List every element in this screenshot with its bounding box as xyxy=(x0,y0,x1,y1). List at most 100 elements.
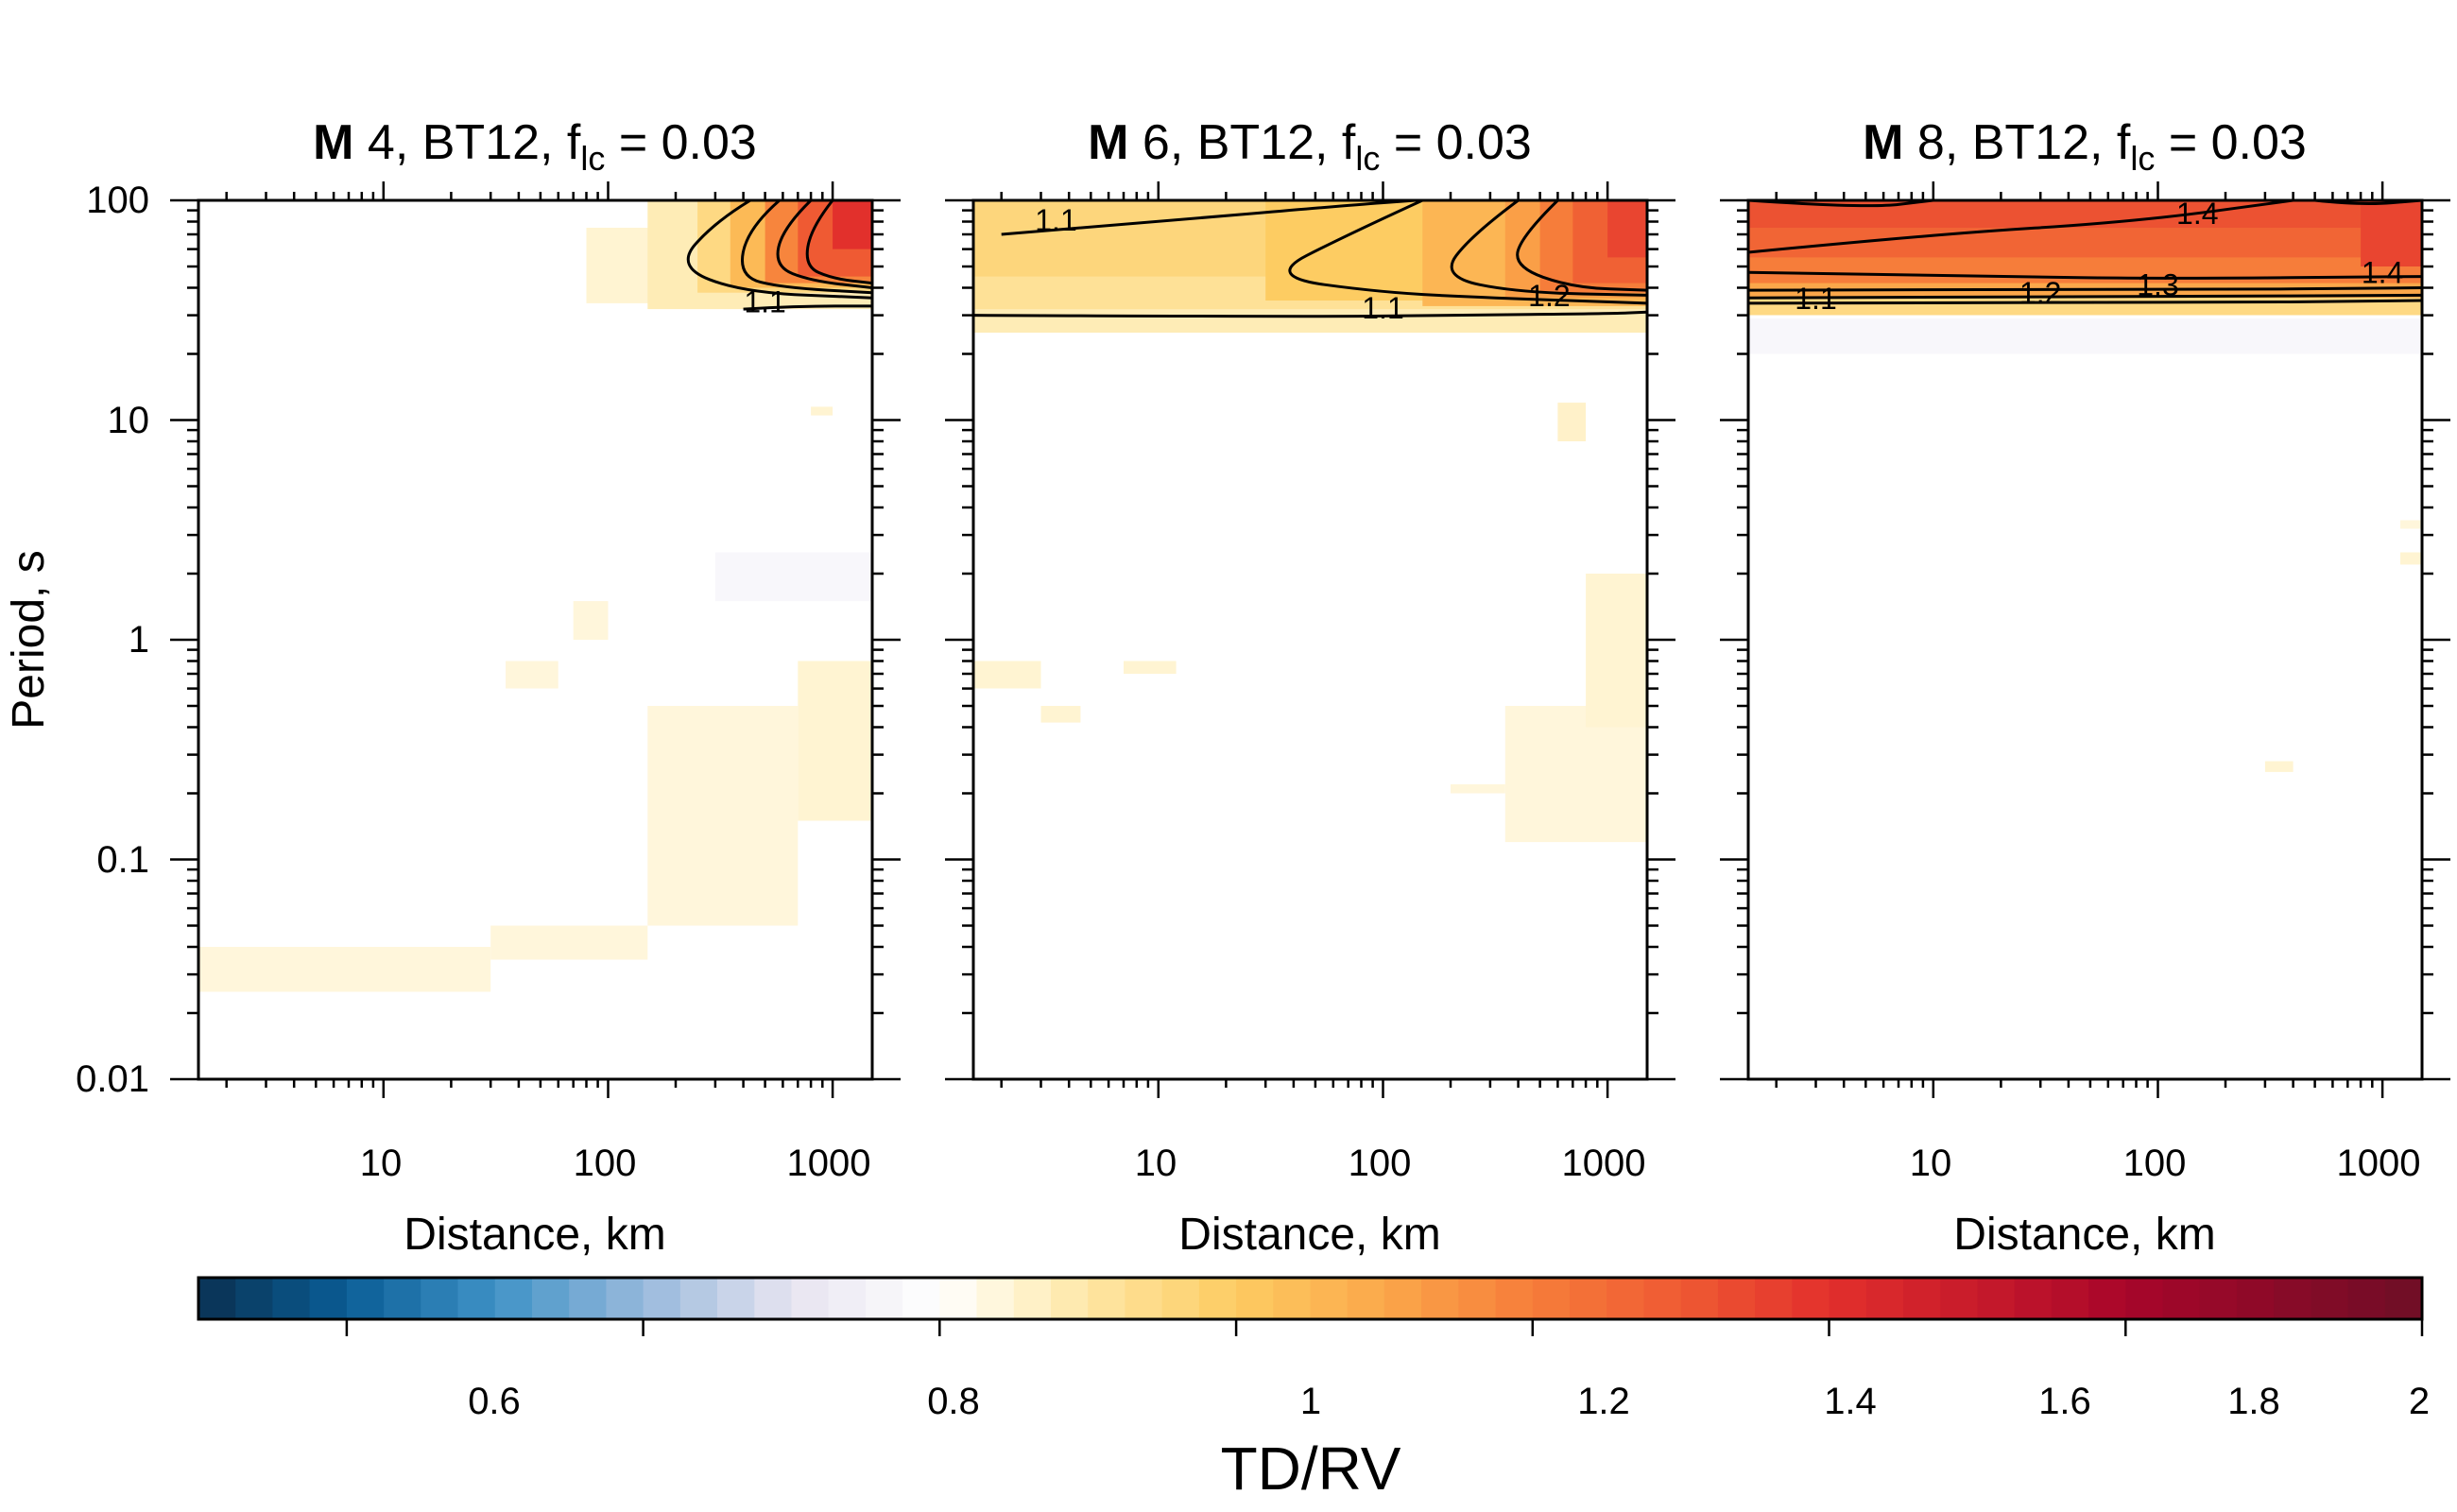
colorbar-swatch xyxy=(1273,1278,1312,1319)
colorbar-swatch xyxy=(754,1278,793,1319)
contour-line xyxy=(1748,200,1933,208)
colorbar-swatch xyxy=(1310,1278,1349,1319)
colorbar-swatch xyxy=(1865,1278,1904,1319)
x-tick-label: 100 xyxy=(1349,1143,1412,1184)
heatmap-cell xyxy=(1124,661,1177,674)
x-tick-label: 1000 xyxy=(787,1143,871,1184)
heatmap-cell xyxy=(2361,200,2422,266)
panel-m4: M 4, BT12, flc = 0.03 1.1 10 100 1000 0.… xyxy=(76,115,901,1260)
y-tick-label: 0.01 xyxy=(76,1058,149,1100)
colorbar-swatch xyxy=(2162,1278,2201,1319)
colorbar-swatch xyxy=(1458,1278,1497,1319)
colorbar: 0.6 0.8 1 1.2 1.4 1.6 1.8 2 TD/RV xyxy=(197,1276,2430,1503)
colorbar-swatch xyxy=(1903,1278,1941,1319)
heatmap-cells xyxy=(198,200,872,992)
x-axis-label: Distance, km xyxy=(1178,1210,1440,1260)
heatmap-cell xyxy=(1557,403,1587,441)
contour-label: 1.1 xyxy=(1362,291,1403,325)
colorbar-swatch xyxy=(1421,1278,1459,1319)
colorbar-swatch xyxy=(272,1278,311,1319)
contour-label: 1.1 xyxy=(744,284,785,318)
colorbar-swatch xyxy=(2274,1278,2311,1319)
contour-label: 1.2 xyxy=(1528,279,1570,313)
colorbar-swatch xyxy=(2199,1278,2238,1319)
colorbar-swatch xyxy=(2051,1278,2089,1319)
colorbar-swatch xyxy=(1161,1278,1200,1319)
y-tick-label: 0.1 xyxy=(96,839,149,881)
panel-m8: M 8, BT12, flc = 0.03 1.1 1.2 1.3 1.4 1.4 10… xyxy=(1720,115,2450,1260)
colorbar-swatch xyxy=(309,1278,348,1319)
colorbar-swatch xyxy=(1088,1278,1125,1319)
panel-title: M 6, BT12, flc = 0.03 xyxy=(1088,115,1532,178)
x-tick-label: 1000 xyxy=(1562,1143,1646,1184)
x-tick-label: 100 xyxy=(2123,1143,2187,1184)
colorbar-swatch xyxy=(1717,1278,1756,1319)
contour-lines: 1.1 1.1 1.2 xyxy=(973,200,1647,325)
heatmap-cell xyxy=(973,661,1041,689)
x-tick-label: 10 xyxy=(360,1143,403,1184)
colorbar-frame xyxy=(197,1276,2424,1321)
heatmap-cell xyxy=(1040,706,1081,723)
heatmap-cell xyxy=(2400,552,2422,565)
contour-label: 1.3 xyxy=(2137,267,2178,301)
colorbar-swatch xyxy=(1532,1278,1571,1319)
heatmap-cell xyxy=(714,552,872,602)
colorbar-swatch xyxy=(2384,1278,2423,1319)
colorbar-tick-label: 1.2 xyxy=(1577,1381,1630,1422)
colorbar-swatch xyxy=(939,1278,978,1319)
heatmap-cell xyxy=(1748,318,2422,354)
colorbar-tick-label: 1 xyxy=(1300,1381,1321,1422)
colorbar-swatch xyxy=(532,1278,570,1319)
colorbar-tick-label: 0.8 xyxy=(927,1381,980,1422)
contour-label: 1.1 xyxy=(1795,282,1836,316)
contour-label: 1.4 xyxy=(2176,197,2218,231)
contour-line xyxy=(1001,200,1417,236)
colorbar-swatch xyxy=(1347,1278,1385,1319)
colorbar-swatch xyxy=(717,1278,755,1319)
contour-line xyxy=(805,200,872,285)
y-tick-label: 10 xyxy=(108,400,150,441)
heatmap-cells xyxy=(973,200,1647,843)
heatmap-cell xyxy=(198,947,491,992)
axis-ticks xyxy=(170,181,901,1098)
colorbar-swatch xyxy=(865,1278,903,1319)
colorbar-swatch xyxy=(606,1278,644,1319)
contour-line xyxy=(1748,299,2422,305)
colorbar-swatch xyxy=(902,1278,940,1319)
colorbar-swatch xyxy=(1680,1278,1719,1319)
contour-line xyxy=(686,200,872,300)
colorbar-swatch xyxy=(1977,1278,2016,1319)
heatmap-cell xyxy=(573,601,609,640)
y-axis-label: Period, s xyxy=(4,550,54,729)
colorbar-swatch xyxy=(569,1278,607,1319)
heatmap-cell xyxy=(1607,200,1647,258)
x-tick-label: 100 xyxy=(574,1143,637,1184)
plot-frame xyxy=(971,198,1649,1081)
colorbar-swatch xyxy=(2088,1278,2126,1319)
contour-line xyxy=(1450,200,1647,297)
colorbar-swatch xyxy=(1013,1278,1052,1319)
colorbar-tick-label: 1.8 xyxy=(2227,1381,2280,1422)
heatmap-cell xyxy=(811,406,833,416)
heatmap-cell xyxy=(833,200,872,249)
colorbar-swatch xyxy=(2125,1278,2164,1319)
panel-title: M 4, BT12, flc = 0.03 xyxy=(313,115,757,178)
colorbar-swatches xyxy=(198,1278,2423,1319)
colorbar-swatch xyxy=(346,1278,385,1319)
colorbar-swatch xyxy=(791,1278,830,1319)
contour-label: 1.1 xyxy=(1035,203,1076,237)
contour-line xyxy=(1516,200,1647,292)
heatmap-cell xyxy=(490,925,648,960)
heatmap-cell xyxy=(506,661,558,689)
contour-line xyxy=(743,304,872,311)
axis-ticks xyxy=(1720,181,2450,1098)
colorbar-swatch xyxy=(2347,1278,2386,1319)
contour-lines: 1.1 xyxy=(686,200,872,318)
colorbar-swatch xyxy=(1755,1278,1793,1319)
plot-frame xyxy=(197,198,874,1081)
colorbar-swatch xyxy=(384,1278,421,1319)
heatmap-cell xyxy=(798,661,872,821)
y-tick-label: 100 xyxy=(86,180,149,221)
colorbar-swatch xyxy=(1383,1278,1422,1319)
